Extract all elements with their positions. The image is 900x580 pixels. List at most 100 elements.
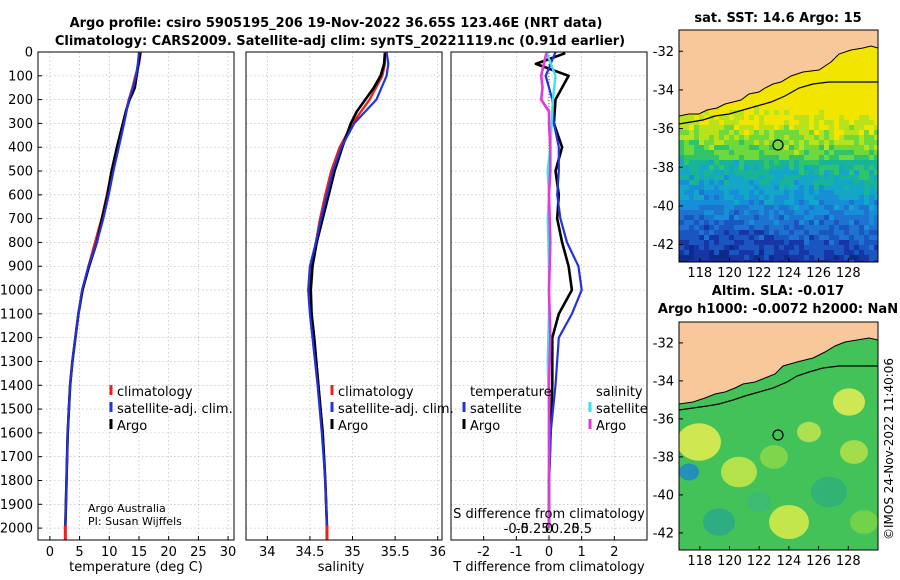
sst-cell <box>769 135 774 140</box>
sst-cell <box>854 170 859 175</box>
lat-tick-label: -32 <box>653 45 674 60</box>
sst-cell <box>854 50 859 55</box>
sst-cell <box>834 70 839 75</box>
sst-cell <box>774 155 779 160</box>
sst-cell <box>734 220 739 225</box>
sst-cell <box>874 170 878 175</box>
sst-cell <box>694 150 699 155</box>
sst-cell <box>809 150 814 155</box>
sst-cell <box>689 225 694 230</box>
temperature-xlabel: temperature (deg C) <box>69 560 203 575</box>
sst-cell <box>844 65 849 70</box>
sst-cell <box>864 260 869 262</box>
sst-cell <box>724 215 729 220</box>
sst-cell <box>759 230 764 235</box>
sst-cell <box>719 125 724 130</box>
sst-cell <box>784 100 789 105</box>
sst-cell <box>814 85 819 90</box>
sst-cell <box>794 140 799 145</box>
sst-cell <box>829 245 834 250</box>
sst-cell <box>799 180 804 185</box>
sst-cell <box>854 250 859 255</box>
sst-cell <box>844 185 849 190</box>
sst-cell <box>839 85 844 90</box>
sst-cell <box>874 100 878 105</box>
sst-cell <box>834 90 839 95</box>
sst-cell <box>824 155 829 160</box>
sst-cell <box>694 245 699 250</box>
sst-cell <box>764 140 769 145</box>
lon-tick-label: 118 <box>687 266 712 281</box>
sst-cell <box>859 160 864 165</box>
sst-cell <box>734 230 739 235</box>
sst-cell <box>804 260 809 262</box>
sst-cell <box>834 100 839 105</box>
sst-cell <box>874 165 878 170</box>
sst-cell <box>804 135 809 140</box>
sst-cell <box>714 135 719 140</box>
sst-map-title: sat. SST: 14.6 Argo: 15 <box>694 11 861 26</box>
sst-cell <box>749 150 754 155</box>
sst-cell <box>844 150 849 155</box>
sst-cell <box>709 235 714 240</box>
sst-cell <box>869 220 874 225</box>
sst-cell <box>864 55 869 60</box>
sst-cell <box>739 255 744 260</box>
sst-cell <box>714 165 719 170</box>
sst-cell <box>844 220 849 225</box>
depth-tick-label: 800 <box>8 236 33 251</box>
sst-cell <box>844 170 849 175</box>
depth-tick-label: 600 <box>8 188 33 203</box>
sst-cell <box>704 125 709 130</box>
sst-cell <box>844 245 849 250</box>
sst-cell <box>784 145 789 150</box>
sst-cell <box>749 165 754 170</box>
sst-cell <box>849 55 854 60</box>
sst-cell <box>689 175 694 180</box>
depth-tick-label: 100 <box>8 69 33 84</box>
sst-cell <box>814 215 819 220</box>
sst-cell <box>849 180 854 185</box>
sst-cell <box>809 180 814 185</box>
sst-cell <box>799 105 804 110</box>
sst-cell <box>809 115 814 120</box>
sst-cell <box>704 205 709 210</box>
sst-cell <box>784 195 789 200</box>
sst-cell <box>859 55 864 60</box>
sst-cell <box>774 100 779 105</box>
sst-cell <box>719 140 724 145</box>
sst-cell <box>754 195 759 200</box>
sst-cell <box>814 120 819 125</box>
sst-cell <box>814 250 819 255</box>
sst-cell <box>719 260 724 262</box>
sst-cell <box>719 235 724 240</box>
sst-cell <box>804 230 809 235</box>
sst-cell <box>824 235 829 240</box>
sst-cell <box>689 235 694 240</box>
sst-cell <box>874 110 878 115</box>
sst-cell <box>839 210 844 215</box>
sst-cell <box>689 230 694 235</box>
sst-cell <box>784 80 789 85</box>
sst-cell <box>789 185 794 190</box>
s-diff-xlabel: S difference from climatology <box>453 507 645 522</box>
sst-cell <box>844 135 849 140</box>
sst-cell <box>869 50 874 55</box>
sst-cell <box>864 165 869 170</box>
sst-cell <box>849 110 854 115</box>
sst-cell <box>764 165 769 170</box>
sst-cell <box>714 170 719 175</box>
sst-cell <box>819 240 824 245</box>
sst-cell <box>749 240 754 245</box>
sst-cell <box>874 120 878 125</box>
sst-cell <box>729 225 734 230</box>
sst-cell <box>869 105 874 110</box>
sst-cell <box>814 200 819 205</box>
sst-cell <box>809 205 814 210</box>
sst-cell <box>699 250 704 255</box>
sst-cell <box>699 205 704 210</box>
sst-cell <box>839 175 844 180</box>
sla-map-panel: Altim. SLA: -0.017 Argo h1000: -0.0072 h… <box>653 284 898 569</box>
legend-label: climatology <box>338 385 414 400</box>
lon-tick-label: 126 <box>806 266 831 281</box>
